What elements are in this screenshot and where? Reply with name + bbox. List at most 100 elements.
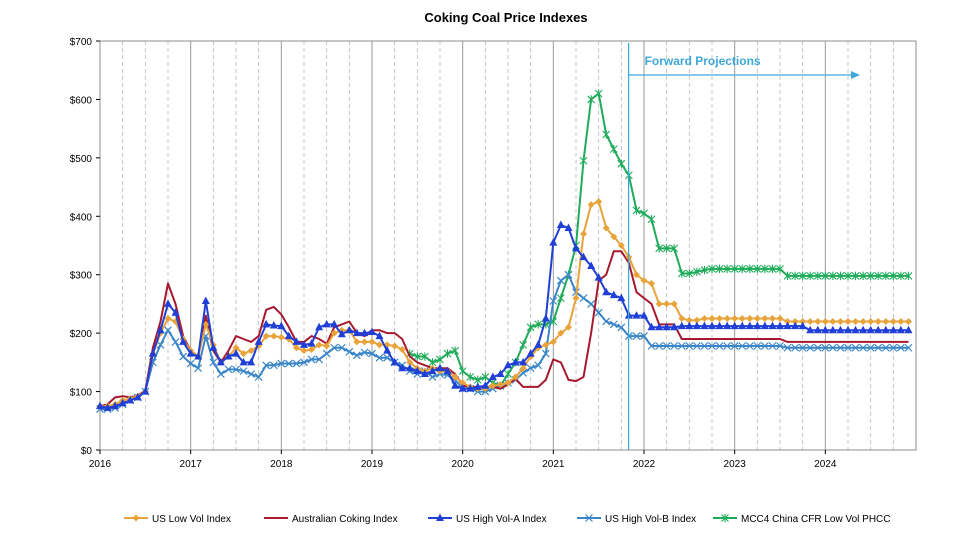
data-point-us-high-vol-b-index bbox=[292, 359, 301, 368]
data-point-us-high-vol-b-index bbox=[723, 342, 732, 350]
data-point-us-low-vol-index bbox=[262, 332, 270, 340]
data-point-mcc4-china-cfr-low-vol-phcc bbox=[715, 264, 724, 274]
y-tick-label: $400 bbox=[70, 212, 93, 223]
data-point-mcc4-china-cfr-low-vol-phcc bbox=[677, 269, 686, 278]
data-point-us-high-vol-b-index bbox=[556, 276, 565, 285]
x-tick-label: 2019 bbox=[361, 459, 384, 470]
data-point-us-low-vol-index bbox=[693, 316, 701, 324]
data-point-us-high-vol-a-index bbox=[458, 384, 467, 392]
data-point-us-high-vol-b-index bbox=[186, 359, 195, 368]
data-point-us-low-vol-index bbox=[889, 317, 897, 325]
data-point-us-high-vol-b-index bbox=[428, 373, 437, 381]
data-point-us-high-vol-a-index bbox=[541, 314, 550, 322]
data-point-us-high-vol-a-index bbox=[866, 325, 875, 334]
legend-item-australian-coking-index: Australian Coking Index bbox=[264, 514, 398, 525]
data-point-us-high-vol-b-index bbox=[602, 317, 611, 326]
data-point-mcc4-china-cfr-low-vol-phcc bbox=[443, 349, 452, 358]
data-point-mcc4-china-cfr-low-vol-phcc bbox=[821, 271, 830, 281]
series-group bbox=[96, 89, 913, 414]
data-point-us-high-vol-b-index bbox=[677, 342, 686, 350]
data-point-us-high-vol-b-index bbox=[254, 373, 263, 381]
data-point-us-low-vol-index bbox=[270, 332, 278, 340]
data-point-us-high-vol-a-index bbox=[375, 331, 384, 340]
legend-item-us-high-vol-b-index: US High Vol-B Index bbox=[577, 514, 696, 525]
data-point-us-high-vol-a-index bbox=[791, 321, 800, 330]
data-point-mcc4-china-cfr-low-vol-phcc bbox=[504, 369, 512, 379]
data-point-us-low-vol-index bbox=[572, 294, 580, 302]
data-point-us-high-vol-a-index bbox=[473, 382, 482, 390]
data-point-us-high-vol-b-index bbox=[708, 342, 716, 350]
legend-label: US Low Vol Index bbox=[152, 514, 231, 525]
data-point-us-low-vol-index bbox=[595, 198, 603, 206]
data-point-mcc4-china-cfr-low-vol-phcc bbox=[594, 89, 603, 98]
data-point-us-high-vol-a-index bbox=[760, 321, 769, 330]
data-point-us-high-vol-a-index bbox=[428, 366, 437, 375]
data-point-us-high-vol-a-index bbox=[896, 325, 905, 334]
y-tick-label: $500 bbox=[70, 154, 93, 165]
data-point-us-low-vol-index bbox=[549, 338, 557, 346]
y-tick-label: $100 bbox=[70, 388, 93, 399]
data-point-us-high-vol-a-index bbox=[239, 357, 248, 366]
data-point-mcc4-china-cfr-low-vol-phcc bbox=[466, 372, 475, 382]
data-point-us-high-vol-a-index bbox=[881, 325, 890, 334]
data-point-us-high-vol-a-index bbox=[315, 322, 324, 331]
data-point-us-high-vol-b-index bbox=[813, 343, 822, 352]
data-point-mcc4-china-cfr-low-vol-phcc bbox=[866, 271, 875, 281]
data-point-us-high-vol-a-index bbox=[670, 322, 679, 331]
axes: $0 $100 $200 $300 $400 $500 $600 $700 2016 2017 20… bbox=[70, 37, 917, 470]
data-point-us-high-vol-b-index bbox=[337, 343, 346, 352]
data-point-us-low-vol-index bbox=[904, 317, 912, 325]
data-point-mcc4-china-cfr-low-vol-phcc bbox=[708, 264, 716, 274]
data-point-us-high-vol-a-index bbox=[307, 339, 316, 347]
data-point-mcc4-china-cfr-low-vol-phcc bbox=[791, 271, 800, 281]
data-point-us-high-vol-a-index bbox=[352, 328, 361, 337]
data-point-us-low-vol-index bbox=[202, 320, 210, 328]
data-point-us-high-vol-b-index bbox=[798, 343, 807, 352]
data-point-us-high-vol-b-index bbox=[247, 370, 256, 378]
forward-projections-label: Forward Projections bbox=[645, 54, 761, 68]
data-point-us-high-vol-b-index bbox=[368, 349, 376, 358]
data-point-mcc4-china-cfr-low-vol-phcc bbox=[874, 271, 883, 281]
data-point-us-low-vol-index bbox=[648, 279, 656, 287]
data-point-us-high-vol-b-index bbox=[896, 343, 905, 352]
data-point-us-high-vol-a-index bbox=[904, 325, 913, 334]
data-point-us-high-vol-a-index bbox=[420, 369, 429, 378]
data-point-mcc4-china-cfr-low-vol-phcc bbox=[692, 267, 701, 276]
x-tick-label: 2024 bbox=[814, 459, 837, 470]
data-point-us-high-vol-a-index bbox=[345, 325, 354, 334]
data-point-us-low-vol-index bbox=[844, 317, 852, 325]
data-point-us-low-vol-index bbox=[700, 315, 708, 323]
legend-item-mcc4-china-cfr-low-vol-phcc: MCC4 China CFR Low Vol PHCC bbox=[713, 513, 891, 525]
data-point-us-high-vol-a-index bbox=[572, 243, 580, 252]
data-point-us-low-vol-index bbox=[708, 315, 716, 323]
data-point-us-high-vol-a-index bbox=[292, 337, 301, 345]
data-point-us-high-vol-a-index bbox=[632, 311, 641, 319]
y-tick-label: $700 bbox=[70, 37, 93, 48]
data-point-us-low-vol-index bbox=[716, 315, 724, 323]
data-point-mcc4-china-cfr-low-vol-phcc bbox=[519, 340, 528, 350]
data-point-us-high-vol-b-index bbox=[209, 358, 218, 367]
data-point-us-high-vol-a-index bbox=[730, 321, 739, 330]
data-point-us-low-vol-index bbox=[391, 342, 399, 350]
data-point-us-low-vol-index bbox=[836, 317, 844, 325]
data-point-us-high-vol-b-index bbox=[216, 370, 225, 378]
data-point-us-high-vol-a-index bbox=[753, 321, 762, 330]
data-point-us-high-vol-b-index bbox=[768, 342, 777, 350]
data-point-us-low-vol-index bbox=[768, 315, 776, 323]
data-point-mcc4-china-cfr-low-vol-phcc bbox=[798, 271, 807, 281]
data-point-mcc4-china-cfr-low-vol-phcc bbox=[723, 264, 732, 274]
data-point-us-low-vol-index bbox=[542, 341, 550, 349]
data-point-us-high-vol-b-index bbox=[640, 332, 648, 340]
data-point-us-high-vol-a-index bbox=[284, 331, 293, 340]
legend-label: US High Vol-A Index bbox=[456, 514, 547, 525]
data-point-us-high-vol-b-index bbox=[776, 342, 784, 350]
data-point-mcc4-china-cfr-low-vol-phcc bbox=[700, 265, 709, 275]
data-point-us-low-vol-index bbox=[240, 350, 248, 358]
data-point-us-high-vol-a-index bbox=[519, 357, 528, 366]
data-point-mcc4-china-cfr-low-vol-phcc bbox=[844, 271, 852, 281]
data-point-us-high-vol-a-index bbox=[874, 325, 883, 334]
legend-label: MCC4 China CFR Low Vol PHCC bbox=[741, 514, 891, 525]
data-point-us-high-vol-a-index bbox=[466, 384, 475, 392]
data-point-us-high-vol-a-index bbox=[708, 321, 716, 330]
data-point-us-high-vol-a-index bbox=[511, 357, 520, 366]
